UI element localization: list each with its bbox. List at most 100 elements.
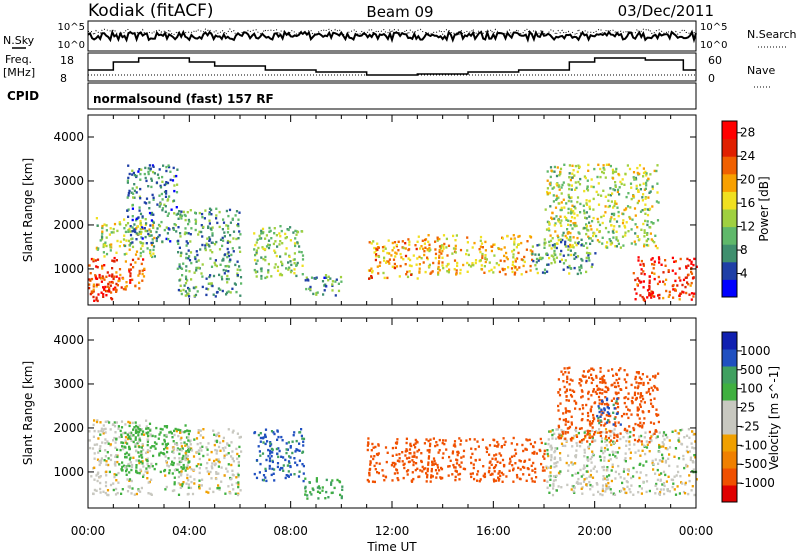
data-cell	[163, 434, 166, 437]
data-cell	[656, 219, 660, 222]
data-cell	[640, 434, 643, 438]
data-cell	[598, 388, 602, 391]
data-cell	[293, 242, 297, 245]
data-cell	[408, 452, 411, 455]
data-cell	[139, 241, 142, 244]
data-cell	[646, 223, 649, 227]
data-cell	[202, 454, 205, 458]
data-cell	[412, 463, 415, 467]
data-cell	[630, 413, 633, 416]
data-cell	[101, 441, 104, 444]
data-cell	[615, 238, 618, 241]
data-cell	[650, 296, 653, 299]
data-cell	[131, 245, 135, 249]
data-cell	[624, 460, 627, 463]
data-cell	[597, 193, 600, 196]
data-cell	[636, 406, 639, 409]
data-cell	[294, 229, 297, 233]
data-cell	[178, 457, 181, 460]
data-cell	[128, 478, 132, 481]
data-cell	[97, 283, 100, 286]
data-cell	[105, 252, 109, 256]
data-cell	[109, 246, 112, 249]
data-cell	[564, 418, 567, 421]
data-cell	[173, 189, 176, 193]
data-cell	[583, 451, 586, 454]
data-cell	[441, 264, 444, 267]
data-cell	[128, 435, 131, 438]
data-cell	[92, 295, 95, 299]
data-cell	[148, 422, 152, 425]
data-cell	[639, 421, 642, 424]
data-cell	[592, 467, 595, 470]
data-cell	[137, 427, 140, 430]
data-cell	[548, 191, 551, 195]
data-cell	[557, 404, 560, 408]
data-cell	[564, 437, 567, 440]
data-cell	[662, 432, 665, 436]
data-cell	[535, 476, 538, 479]
data-cell	[169, 430, 172, 434]
data-cell	[166, 447, 169, 450]
data-cell	[481, 256, 484, 260]
data-cell	[95, 265, 98, 268]
data-cell	[551, 237, 554, 240]
data-cell	[163, 228, 166, 232]
data-cell	[695, 478, 698, 481]
data-cell	[603, 459, 606, 462]
data-cell	[584, 375, 587, 378]
data-cell	[141, 269, 144, 272]
data-cell	[515, 473, 519, 477]
data-cell	[148, 201, 151, 204]
data-cell	[235, 476, 238, 479]
data-cell	[397, 478, 400, 482]
data-cell	[302, 479, 305, 483]
data-cell	[525, 248, 528, 251]
data-cell	[554, 461, 558, 465]
data-cell	[553, 462, 556, 465]
data-cell	[231, 217, 234, 220]
data-cell	[600, 437, 604, 440]
data-cell	[147, 167, 150, 170]
data-cell	[455, 462, 459, 465]
data-cell	[573, 216, 576, 220]
data-cell	[437, 271, 440, 274]
data-cell	[557, 424, 560, 428]
data-cell	[625, 195, 628, 199]
data-cell	[426, 256, 429, 259]
data-cell	[607, 459, 610, 462]
data-cell	[418, 267, 421, 270]
data-cell	[561, 444, 564, 447]
data-cell	[161, 180, 164, 183]
data-cell	[255, 262, 258, 265]
data-cell	[454, 478, 457, 482]
data-cell	[526, 467, 529, 470]
data-cell	[645, 480, 649, 483]
data-cell	[694, 456, 697, 459]
data-cell	[211, 251, 214, 254]
data-cell	[579, 378, 582, 381]
data-cell	[239, 489, 242, 492]
velocity-colorbar-tick-label: 25	[740, 401, 755, 415]
data-cell	[503, 259, 506, 263]
data-cell	[121, 465, 124, 469]
data-cell	[298, 245, 301, 248]
data-cell	[95, 298, 98, 301]
data-cell	[225, 293, 228, 296]
data-cell	[654, 472, 657, 475]
data-cell	[155, 237, 158, 240]
data-cell	[197, 431, 200, 434]
data-cell	[620, 415, 624, 418]
data-cell	[615, 412, 618, 415]
data-cell	[100, 291, 103, 294]
data-cell	[558, 417, 561, 421]
data-cell	[560, 258, 563, 261]
data-cell	[221, 236, 224, 240]
data-cell	[309, 285, 312, 289]
data-cell	[482, 474, 485, 477]
data-cell	[125, 239, 128, 242]
data-cell	[585, 203, 589, 206]
data-cell	[564, 243, 567, 246]
data-cell	[408, 270, 411, 273]
data-cell	[651, 291, 655, 295]
